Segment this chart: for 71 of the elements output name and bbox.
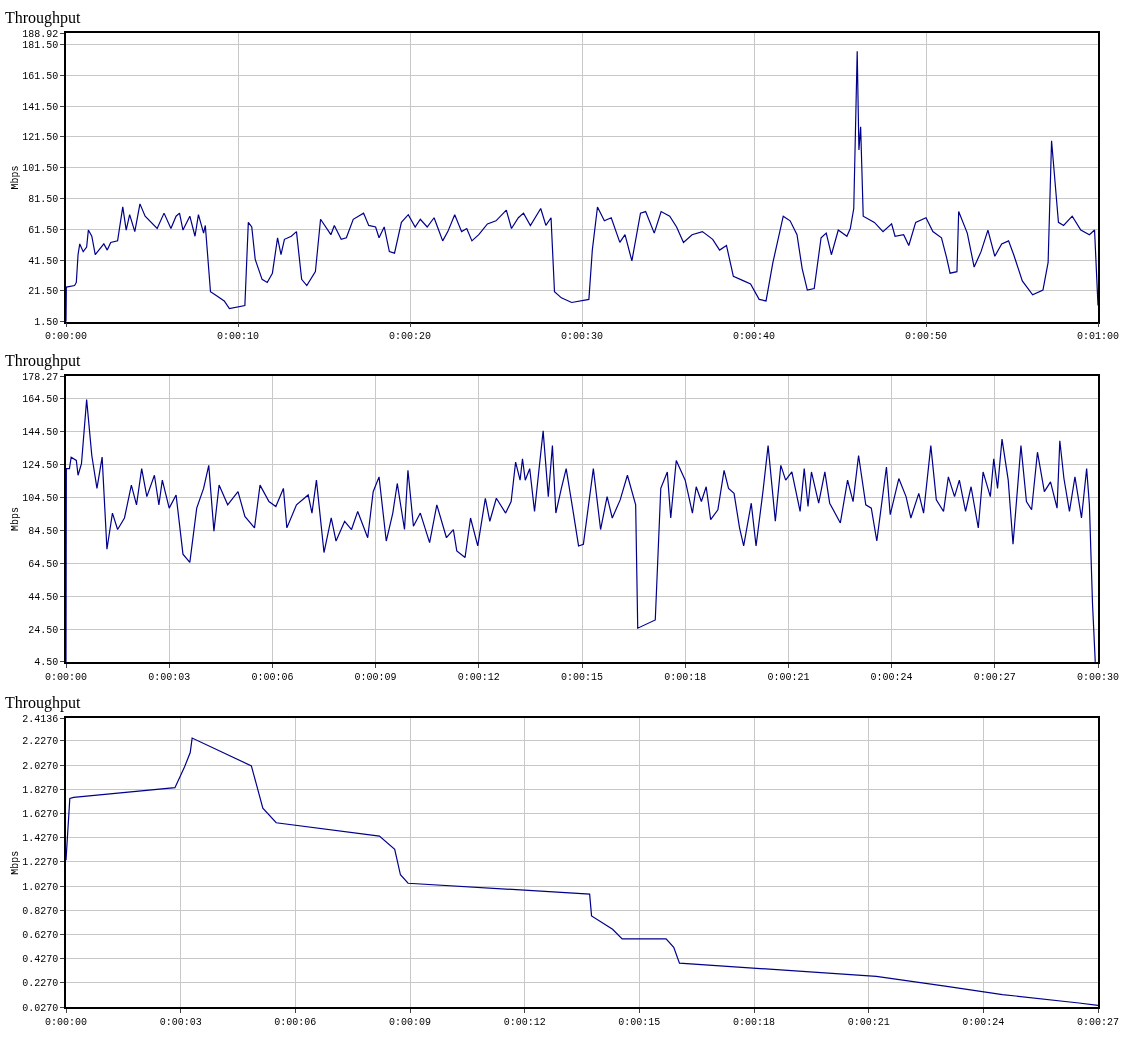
y-tick-label: 44.50 <box>28 591 59 603</box>
x-tick-label: 0:00:00 <box>44 1016 88 1028</box>
y-tick-label: 121.50 <box>22 132 59 144</box>
y-tick-label: 188.92 <box>22 28 59 40</box>
y-tick-label: 81.50 <box>28 193 59 205</box>
x-tick-label: 0:00:21 <box>847 1016 890 1028</box>
line-series <box>66 737 1098 1007</box>
y-tick-label: 0.4270 <box>22 954 59 966</box>
line-series <box>66 50 1098 322</box>
y-tick-label: 1.8270 <box>22 784 59 796</box>
y-tick-label: 41.50 <box>28 255 59 267</box>
y-tick-label: 1.0270 <box>22 881 59 893</box>
y-tick-label: 4.50 <box>34 657 59 669</box>
x-tick-label: 0:00:03 <box>159 1016 202 1028</box>
chart-title: Throughput <box>5 694 82 712</box>
x-tick-label: 0:00:24 <box>870 671 913 683</box>
y-tick-label: 21.50 <box>28 286 59 298</box>
y-tick-label: 181.50 <box>22 39 59 51</box>
x-tick-label: 0:00:20 <box>388 331 432 343</box>
x-tick-label: 0:00:18 <box>664 671 707 683</box>
y-tick-label: 2.4136 <box>22 713 59 725</box>
y-axis-title: Mbps <box>9 507 21 532</box>
x-tick-label: 0:00:00 <box>44 331 88 343</box>
x-tick-label: 0:00:12 <box>457 671 500 683</box>
x-tick-label: 0:00:30 <box>1076 671 1120 683</box>
y-tick-label: 141.50 <box>22 101 59 113</box>
y-tick-label: 1.4270 <box>22 833 59 845</box>
y-tick-label: 1.6270 <box>22 808 59 820</box>
y-tick-label: 104.50 <box>22 492 59 504</box>
y-tick-label: 161.50 <box>22 70 59 82</box>
y-tick-label: 144.50 <box>22 427 59 439</box>
x-tick-label: 0:00:06 <box>274 1016 317 1028</box>
x-tick-label: 0:00:03 <box>148 671 191 683</box>
x-tick-label: 0:00:27 <box>973 671 1016 683</box>
y-tick-label: 101.50 <box>22 163 59 175</box>
x-tick-label: 0:00:12 <box>503 1016 546 1028</box>
x-tick-label: 0:00:50 <box>904 331 948 343</box>
x-tick-label: 0:00:10 <box>216 331 260 343</box>
y-tick-label: 0.2270 <box>22 978 59 990</box>
x-tick-label: 0:00:24 <box>962 1016 1005 1028</box>
y-tick-label: 61.50 <box>28 224 59 236</box>
x-tick-label: 0:00:00 <box>44 671 88 683</box>
y-tick-label: 164.50 <box>22 394 59 406</box>
y-tick-label: 2.0270 <box>22 760 59 772</box>
y-tick-label: 0.6270 <box>22 929 59 941</box>
y-tick-label: 24.50 <box>28 624 59 636</box>
y-tick-label: 0.8270 <box>22 905 59 917</box>
y-tick-label: 178.27 <box>22 371 59 383</box>
x-tick-label: 0:00:30 <box>560 331 604 343</box>
y-tick-label: 2.2270 <box>22 736 59 748</box>
y-tick-label: 1.50 <box>34 317 59 329</box>
y-tick-label: 64.50 <box>28 558 59 570</box>
chart-title: Throughput <box>5 352 82 370</box>
line-series <box>66 398 1096 662</box>
x-tick-label: 0:00:15 <box>560 671 604 683</box>
x-tick-label: 0:00:06 <box>251 671 294 683</box>
chart-title: Throughput <box>5 9 82 27</box>
y-tick-label: 0.0270 <box>22 1002 59 1014</box>
y-tick-label: 84.50 <box>28 525 59 537</box>
x-tick-label: 0:00:09 <box>354 671 397 683</box>
y-tick-label: 124.50 <box>22 460 59 472</box>
x-tick-label: 0:00:18 <box>732 1016 776 1028</box>
y-tick-label: 1.2270 <box>22 857 59 869</box>
y-axis-title: Mbps <box>9 850 21 875</box>
x-tick-label: 0:00:15 <box>618 1016 661 1028</box>
x-tick-label: 0:01:00 <box>1076 331 1120 343</box>
x-tick-label: 0:00:27 <box>1076 1016 1120 1028</box>
x-tick-label: 0:00:40 <box>732 331 776 343</box>
y-axis-title: Mbps <box>9 165 21 190</box>
x-tick-label: 0:00:09 <box>388 1016 432 1028</box>
x-tick-label: 0:00:21 <box>767 671 810 683</box>
